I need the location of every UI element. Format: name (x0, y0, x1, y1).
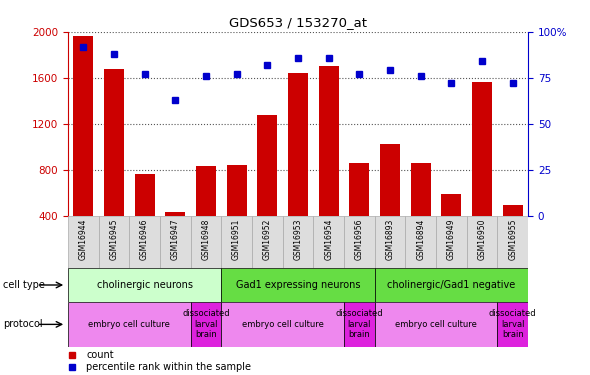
Text: dissociated
larval
brain: dissociated larval brain (336, 309, 383, 339)
FancyBboxPatch shape (467, 216, 497, 268)
Text: GSM16949: GSM16949 (447, 218, 456, 260)
Text: embryo cell culture: embryo cell culture (242, 320, 323, 329)
Bar (380, 144, 400, 262)
FancyBboxPatch shape (129, 216, 160, 268)
Text: GSM16948: GSM16948 (201, 218, 211, 259)
FancyBboxPatch shape (221, 302, 344, 347)
Bar (349, 163, 369, 262)
Text: percentile rank within the sample: percentile rank within the sample (86, 362, 251, 372)
Bar (165, 212, 185, 262)
Text: GSM16954: GSM16954 (324, 218, 333, 260)
Bar (104, 69, 124, 262)
FancyBboxPatch shape (283, 216, 313, 268)
Bar (73, 36, 93, 262)
Text: GSM16950: GSM16950 (477, 218, 487, 260)
Bar (135, 174, 155, 262)
Text: GSM16893: GSM16893 (385, 218, 395, 259)
Text: embryo cell culture: embryo cell culture (88, 320, 170, 329)
FancyBboxPatch shape (375, 302, 497, 347)
FancyBboxPatch shape (68, 268, 221, 302)
FancyBboxPatch shape (252, 216, 283, 268)
FancyBboxPatch shape (497, 302, 528, 347)
Text: dissociated
larval
brain: dissociated larval brain (182, 309, 230, 339)
FancyBboxPatch shape (313, 216, 344, 268)
Text: GSM16951: GSM16951 (232, 218, 241, 259)
FancyBboxPatch shape (221, 268, 375, 302)
FancyBboxPatch shape (99, 216, 129, 268)
FancyBboxPatch shape (344, 216, 375, 268)
FancyBboxPatch shape (68, 216, 99, 268)
Text: dissociated
larval
brain: dissociated larval brain (489, 309, 536, 339)
Bar (472, 82, 492, 262)
Text: GSM16955: GSM16955 (508, 218, 517, 260)
Bar (503, 205, 523, 262)
Text: cell type: cell type (3, 280, 45, 290)
Text: GSM16947: GSM16947 (171, 218, 180, 260)
FancyBboxPatch shape (191, 302, 221, 347)
Text: count: count (86, 350, 114, 360)
Bar (196, 166, 216, 262)
FancyBboxPatch shape (497, 216, 528, 268)
Text: cholinergic neurons: cholinergic neurons (97, 280, 192, 290)
FancyBboxPatch shape (436, 216, 467, 268)
Bar (441, 194, 461, 262)
Text: embryo cell culture: embryo cell culture (395, 320, 477, 329)
FancyBboxPatch shape (160, 216, 191, 268)
FancyBboxPatch shape (221, 216, 252, 268)
Text: protocol: protocol (3, 320, 42, 329)
FancyBboxPatch shape (344, 302, 375, 347)
Text: GSM16956: GSM16956 (355, 218, 364, 260)
FancyBboxPatch shape (375, 216, 405, 268)
Text: Gad1 expressing neurons: Gad1 expressing neurons (235, 280, 360, 290)
Text: GSM16944: GSM16944 (78, 218, 88, 260)
Text: GSM16952: GSM16952 (263, 218, 272, 259)
Text: GSM16945: GSM16945 (109, 218, 119, 260)
FancyBboxPatch shape (191, 216, 221, 268)
Title: GDS653 / 153270_at: GDS653 / 153270_at (229, 16, 367, 29)
Bar (319, 66, 339, 262)
Text: GSM16946: GSM16946 (140, 218, 149, 260)
Text: cholinergic/Gad1 negative: cholinergic/Gad1 negative (387, 280, 516, 290)
Bar (411, 163, 431, 262)
Text: GSM16953: GSM16953 (293, 218, 303, 260)
Bar (257, 115, 277, 262)
Bar (288, 73, 308, 262)
FancyBboxPatch shape (68, 302, 191, 347)
Bar (227, 165, 247, 262)
FancyBboxPatch shape (405, 216, 436, 268)
FancyBboxPatch shape (375, 268, 528, 302)
Text: GSM16894: GSM16894 (416, 218, 425, 259)
